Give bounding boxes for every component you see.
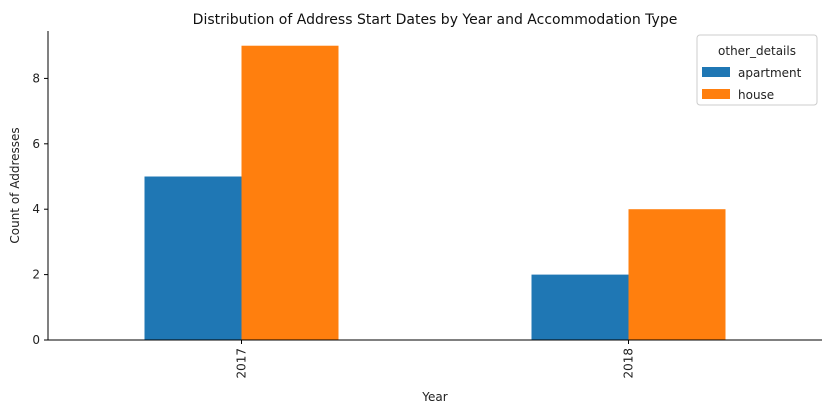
axes-group [47,31,822,341]
legend-title: other_details [718,44,796,58]
y-tick-label: 8 [32,71,40,85]
bars-group [144,45,726,340]
bar-house-2018 [628,209,726,340]
y-tick-label: 0 [32,333,40,347]
bar-apartment-2018 [531,274,629,340]
legend-label-house: house [738,88,774,102]
x-axis-label: Year [421,390,447,404]
x-tick-label: 2017 [235,348,249,379]
bar-house-2017 [241,45,339,340]
bar-apartment-2017 [144,176,242,340]
chart-title: Distribution of Address Start Dates by Y… [193,12,678,28]
y-axis-label: Count of Addresses [8,127,22,243]
legend-frame [696,34,818,106]
legend-swatch-apartment [702,67,730,77]
y-ticks-group: 0 2 4 6 8 [32,71,48,347]
y-tick-label: 6 [32,137,40,151]
legend-swatch-house [702,89,730,99]
x-ticks-group: 2017 2018 [235,340,636,379]
legend: other_details apartment house [696,34,818,106]
y-tick-label: 2 [32,268,40,282]
x-tick-label: 2018 [622,348,636,379]
y-tick-label: 4 [32,202,40,216]
legend-label-apartment: apartment [738,66,802,80]
